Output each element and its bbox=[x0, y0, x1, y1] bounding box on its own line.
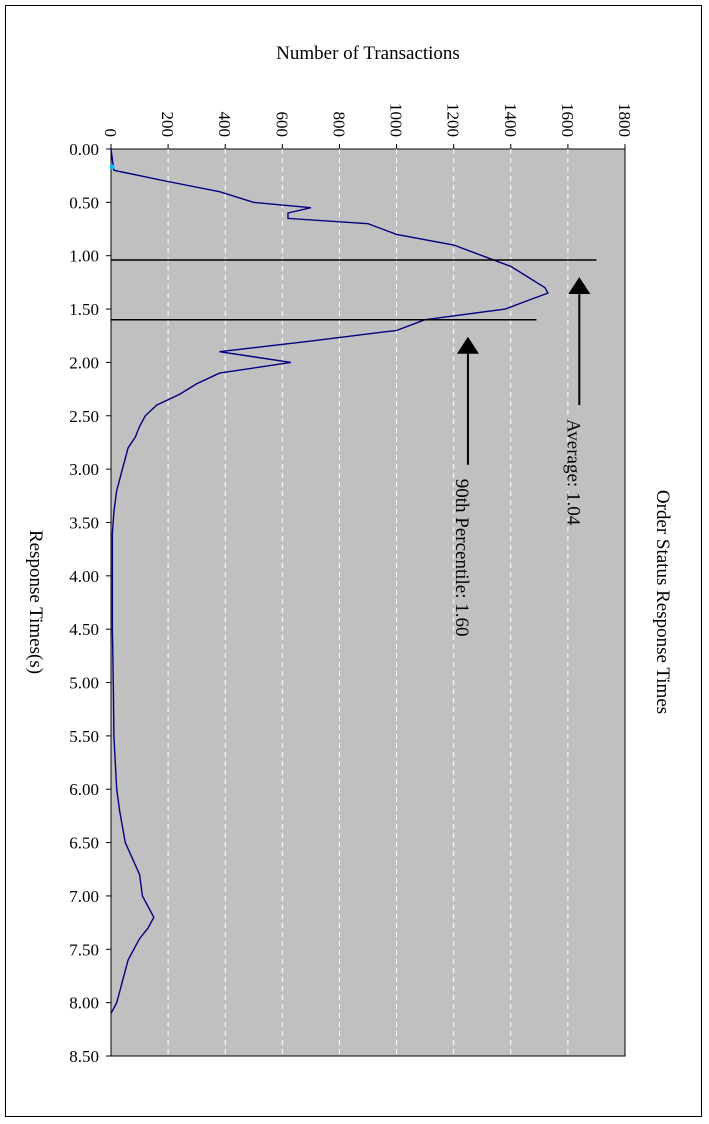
x-tick-label: 4.00 bbox=[69, 567, 99, 586]
marker-arrow-head bbox=[456, 336, 479, 354]
series-layer bbox=[109, 148, 549, 1014]
x-tick-label: 1.00 bbox=[69, 247, 99, 266]
x-tick-label: 6.50 bbox=[69, 834, 99, 853]
x-tick-label: 7.50 bbox=[69, 940, 99, 959]
label-layer: Number of Transactions Response Times(s)… bbox=[25, 43, 673, 714]
y-tick-label: 200 bbox=[158, 112, 177, 138]
plot-area bbox=[110, 148, 626, 1057]
axis-ticks: 0 200 400 600 800 1000 1200 1400 1600 1800 0.00 0.5… bbox=[69, 103, 634, 1066]
x-tick-label: 5.50 bbox=[69, 727, 99, 746]
y-tick-label: 1800 bbox=[615, 103, 634, 137]
x-tick-label: 1.50 bbox=[69, 300, 99, 319]
y-tick-label: 1200 bbox=[444, 103, 463, 137]
x-tick-label: 5.00 bbox=[69, 674, 99, 693]
x-tick-label: 0.50 bbox=[69, 193, 99, 212]
x-tick-label: 2.50 bbox=[69, 407, 99, 426]
x-tick-label: 8.00 bbox=[69, 994, 99, 1013]
chart-title: Order Status Response Times bbox=[652, 490, 673, 714]
marker-layer: Average: 1.04 90th Percentile: 1.60 bbox=[111, 259, 597, 637]
y-tick-label: 0 bbox=[101, 129, 120, 138]
x-tick-label: 3.00 bbox=[69, 460, 99, 479]
marker-arrow-head bbox=[568, 276, 591, 294]
x-tick-label: 0.00 bbox=[69, 140, 99, 159]
marker-label: Average: 1.04 bbox=[562, 419, 583, 526]
chart-frame bbox=[5, 5, 702, 1117]
y-axis-label: Number of Transactions bbox=[276, 43, 460, 64]
x-tick-label: 3.50 bbox=[69, 513, 99, 532]
x-tick-label: 2.00 bbox=[69, 353, 99, 372]
marker-label: 90th Percentile: 1.60 bbox=[451, 479, 472, 637]
y-tick-label: 1400 bbox=[501, 103, 520, 137]
y-tick-label: 1000 bbox=[387, 103, 406, 137]
x-tick-label: 8.50 bbox=[69, 1047, 99, 1066]
y-tick-label: 1600 bbox=[558, 103, 577, 137]
grid-lines bbox=[167, 149, 569, 1056]
y-tick-label: 400 bbox=[215, 112, 234, 138]
x-tick-label: 6.00 bbox=[69, 780, 99, 799]
x-axis-label: Response Times(s) bbox=[25, 530, 46, 674]
series-start-point bbox=[109, 164, 115, 170]
x-tick-label: 4.50 bbox=[69, 620, 99, 639]
x-tick-label: 7.00 bbox=[69, 887, 99, 906]
y-tick-label: 600 bbox=[272, 112, 291, 138]
y-tick-label: 800 bbox=[329, 112, 348, 138]
series-line bbox=[110, 148, 549, 1014]
